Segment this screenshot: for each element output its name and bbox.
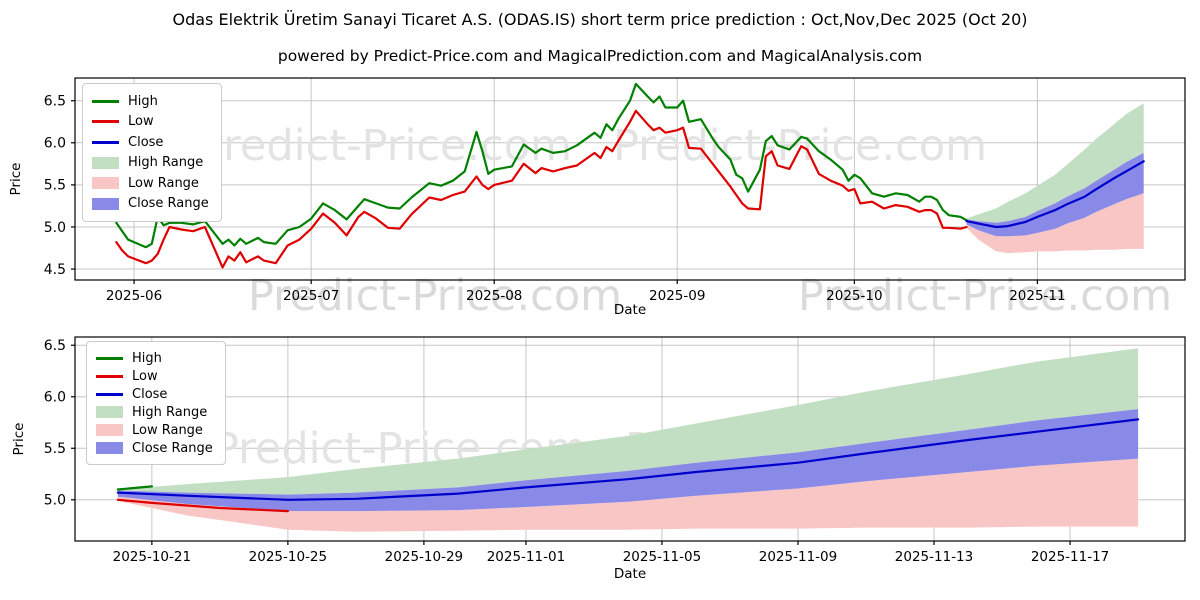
- legend-item-low: Low: [92, 112, 209, 133]
- y-axis-label: Price: [11, 423, 27, 456]
- legend-item-close: Close: [92, 132, 209, 153]
- band-low-range: [117, 458, 1139, 532]
- x-tick-label: 2025-11: [1009, 288, 1065, 304]
- y-tick-label: 6.5: [44, 338, 66, 354]
- legend-bottom-chart: High Low Close High Range Low Range Clos…: [86, 341, 226, 465]
- low-range-swatch-icon: [92, 177, 119, 190]
- high-line-swatch-icon: [92, 99, 119, 103]
- x-tick-label: 2025-11-01: [487, 549, 565, 565]
- legend-label: Close Range: [132, 440, 213, 456]
- x-tick-label: 2025-09: [649, 288, 705, 304]
- band-close-range: [966, 152, 1144, 237]
- y-tick-label: 5.5: [44, 441, 66, 457]
- x-tick-label: 2025-10: [826, 288, 882, 304]
- x-axis-label: Date: [614, 566, 646, 582]
- low-line-swatch-icon: [92, 120, 119, 124]
- chart-subtitle: powered by Predict-Price.com and Magical…: [277, 47, 923, 65]
- legend-label: Low Range: [128, 175, 199, 191]
- series-line-low: [115, 109, 968, 269]
- legend-label: Low: [132, 368, 158, 384]
- legend-label: Low: [128, 114, 154, 130]
- legend-item-close-range: Close Range: [92, 194, 209, 215]
- watermark-text: Predict-Price.com: [613, 121, 987, 171]
- x-tick-label: 2025-11-09: [759, 549, 837, 565]
- x-tick-label: 2025-07: [283, 288, 339, 304]
- band-close-range: [117, 409, 1139, 512]
- x-tick-label: 2025-10-21: [113, 549, 191, 565]
- legend-label: Close Range: [128, 196, 209, 212]
- band-high-range: [117, 348, 1139, 495]
- legend-item-low-range: Low Range: [96, 421, 213, 439]
- legend-label: Close: [132, 386, 168, 402]
- axes-frame: [74, 77, 1186, 281]
- legend-label: Close: [128, 134, 164, 150]
- legend-label: High: [132, 350, 162, 366]
- legend-item-low: Low: [96, 367, 213, 385]
- legend-item-high-range: High Range: [96, 403, 213, 421]
- high-range-swatch-icon: [92, 156, 119, 169]
- x-tick-label: 2025-10-29: [385, 549, 463, 565]
- x-tick-label: 2025-10-25: [249, 549, 327, 565]
- legend-item-high: High: [92, 91, 209, 112]
- legend-item-close: Close: [96, 385, 213, 403]
- legend-item-low-range: Low Range: [92, 173, 209, 194]
- series-line-low: [116, 498, 289, 513]
- x-axis-label: Date: [614, 302, 646, 318]
- chart-title: Odas Elektrik Üretim Sanayi Ticaret A.S.…: [172, 10, 1028, 29]
- y-tick-label: 5.0: [44, 493, 66, 509]
- series-line-close: [116, 418, 1140, 501]
- y-tick-label: 6.0: [44, 390, 66, 406]
- y-tick-label: 6.5: [44, 94, 66, 110]
- high-line-swatch-icon: [96, 356, 123, 360]
- band-low-range: [966, 193, 1144, 254]
- series-line-close: [965, 160, 1145, 229]
- series-line-high: [116, 485, 153, 491]
- low-line-swatch-icon: [96, 374, 123, 378]
- legend-top-chart: High Low Close High Range Low Range Clos…: [82, 83, 222, 222]
- close-line-swatch-icon: [96, 392, 123, 396]
- close-range-swatch-icon: [92, 197, 119, 210]
- y-tick-label: 5.0: [44, 220, 66, 236]
- low-range-swatch-icon: [96, 424, 123, 436]
- band-high-range: [966, 103, 1144, 223]
- close-range-swatch-icon: [96, 442, 123, 454]
- high-range-swatch-icon: [96, 406, 123, 418]
- x-tick-label: 2025-06: [106, 288, 162, 304]
- legend-label: High: [128, 93, 158, 109]
- legend-label: High Range: [128, 155, 204, 171]
- watermark-text: Predict-Price.com: [198, 121, 572, 171]
- axes-frame: [74, 336, 1186, 542]
- x-tick-label: 2025-08: [466, 288, 522, 304]
- close-line-swatch-icon: [92, 140, 119, 144]
- y-axis-label: Price: [8, 163, 24, 196]
- legend-item-high: High: [96, 349, 213, 367]
- series-line-high: [115, 82, 968, 249]
- legend-label: Low Range: [132, 422, 203, 438]
- y-tick-label: 4.5: [44, 262, 66, 278]
- legend-label: High Range: [132, 404, 208, 420]
- watermark-text: Predict-Price.com: [248, 271, 622, 321]
- x-tick-label: 2025-11-17: [1031, 549, 1109, 565]
- x-tick-label: 2025-11-05: [623, 549, 701, 565]
- watermark-text: Predict-Price.com: [798, 271, 1172, 321]
- legend-item-close-range: Close Range: [96, 439, 213, 457]
- x-tick-label: 2025-11-13: [895, 549, 973, 565]
- y-tick-label: 6.0: [44, 136, 66, 152]
- y-tick-label: 5.5: [44, 178, 66, 194]
- legend-item-high-range: High Range: [92, 153, 209, 174]
